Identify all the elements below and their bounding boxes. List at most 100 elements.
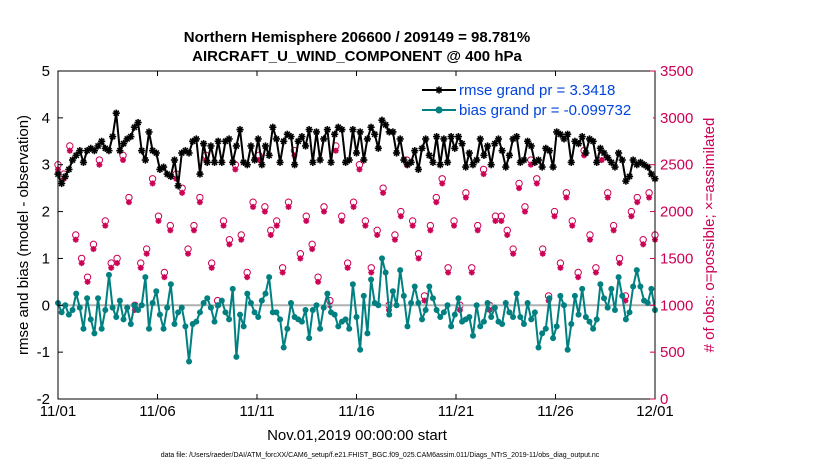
rmse-point <box>207 142 215 150</box>
rmse-point <box>429 158 437 166</box>
legend-star <box>435 86 443 94</box>
bias-point <box>186 358 193 365</box>
bias-point <box>455 295 462 302</box>
bias-point <box>258 297 265 304</box>
rmse-point <box>61 172 69 181</box>
obs-assimilated-point <box>220 222 227 229</box>
rmse-point <box>109 133 117 141</box>
rmse-point <box>534 156 543 164</box>
rmse-point <box>134 118 142 127</box>
bias-point <box>317 325 324 332</box>
rmse-point <box>447 133 455 141</box>
rmse-point <box>378 116 386 124</box>
bias-point <box>116 297 123 304</box>
bias-point <box>644 299 651 306</box>
obs-assimilated-point <box>114 260 121 267</box>
bias-point <box>582 314 589 320</box>
bias-point <box>146 325 153 332</box>
bias-point <box>87 316 94 323</box>
obs-assimilated-point <box>226 241 233 248</box>
bias-point <box>156 311 163 318</box>
bias-point <box>426 283 433 290</box>
chart-title: Northern Hemisphere 206600 / 209149 = 98… <box>184 29 530 46</box>
rmse-point <box>280 137 288 145</box>
rmse-point <box>250 156 259 164</box>
obs-assimilated-point <box>350 203 357 210</box>
bias-point <box>619 292 626 299</box>
bias-point <box>473 302 480 309</box>
obs-assimilated-point <box>267 232 274 238</box>
rmse-point <box>152 149 160 157</box>
bias-point <box>244 290 251 297</box>
x-tick-label: 11/06 <box>139 403 175 420</box>
rmse-point <box>243 161 251 169</box>
y-tick-label-right: 2000 <box>660 204 693 221</box>
rmse-point <box>338 125 346 134</box>
plot-area <box>58 71 655 399</box>
rmse-point <box>196 170 204 178</box>
rmse-point <box>305 125 313 134</box>
rmse-point <box>567 158 575 166</box>
rmse-point <box>462 163 470 171</box>
footer-data-file: data file: /Users/raeder/DAI/ATM_forcXX/… <box>161 452 600 459</box>
rmse-point <box>170 156 179 164</box>
bias-point <box>648 285 655 292</box>
obs-assimilated-point <box>474 227 481 234</box>
y-tick-label: 1 <box>42 250 50 267</box>
bias-point <box>568 321 575 328</box>
bias-point <box>378 255 385 262</box>
bias-point <box>302 306 309 313</box>
obs-assimilated-point <box>190 227 197 234</box>
bias-point <box>120 316 127 323</box>
rmse-point <box>414 165 422 173</box>
rmse-point <box>141 156 149 164</box>
rmse-point <box>389 128 397 136</box>
y-tick-label-right: 1000 <box>660 297 693 314</box>
obs-assimilated-point <box>433 199 440 206</box>
bias-point <box>590 325 597 332</box>
rmse-point <box>58 179 66 188</box>
bias-point <box>499 321 506 328</box>
bias-point <box>324 290 331 297</box>
rmse-point <box>593 158 601 166</box>
rmse-point <box>301 142 310 150</box>
obs-assimilated-point <box>309 246 316 253</box>
bias-point <box>247 299 254 306</box>
bias-point <box>506 309 513 316</box>
obs-assimilated-point <box>102 222 109 229</box>
bias-point <box>597 281 604 288</box>
rmse-point <box>159 163 168 171</box>
bias-point <box>309 306 316 313</box>
obs-assimilated-point <box>285 203 292 210</box>
rmse-point <box>611 163 619 171</box>
obs-assimilated-point <box>462 194 469 201</box>
obs-assimilated-point <box>149 180 156 187</box>
obs-assimilated-point <box>504 232 511 238</box>
rmse-point <box>247 142 255 150</box>
rmse-point <box>276 158 284 166</box>
bias-point <box>135 306 142 313</box>
obs-assimilated-point <box>320 208 327 215</box>
bias-point <box>382 269 389 276</box>
bias-point <box>124 304 131 311</box>
bias-point <box>626 309 633 316</box>
obs-assimilated-point <box>179 189 186 196</box>
bias-point <box>466 314 473 320</box>
y-tick-label: 2 <box>42 204 50 221</box>
rmse-point <box>291 161 299 169</box>
obs-assimilated-point <box>78 260 85 267</box>
bias-point <box>160 325 167 332</box>
rmse-point <box>418 144 426 152</box>
rmse-point <box>407 158 415 166</box>
rmse-point <box>76 147 84 155</box>
rmse-point <box>345 156 353 164</box>
obs-assimilated-point <box>196 199 203 206</box>
bias-point <box>422 306 429 313</box>
rmse-point <box>374 144 382 152</box>
bias-point <box>469 332 476 339</box>
legend: rmse grand pr = 3.3418 bias grand pr = -… <box>415 78 653 122</box>
rmse-point <box>367 123 375 131</box>
rmse-point <box>392 149 401 157</box>
bias-point <box>375 302 382 309</box>
obs-assimilated-point <box>238 236 245 243</box>
